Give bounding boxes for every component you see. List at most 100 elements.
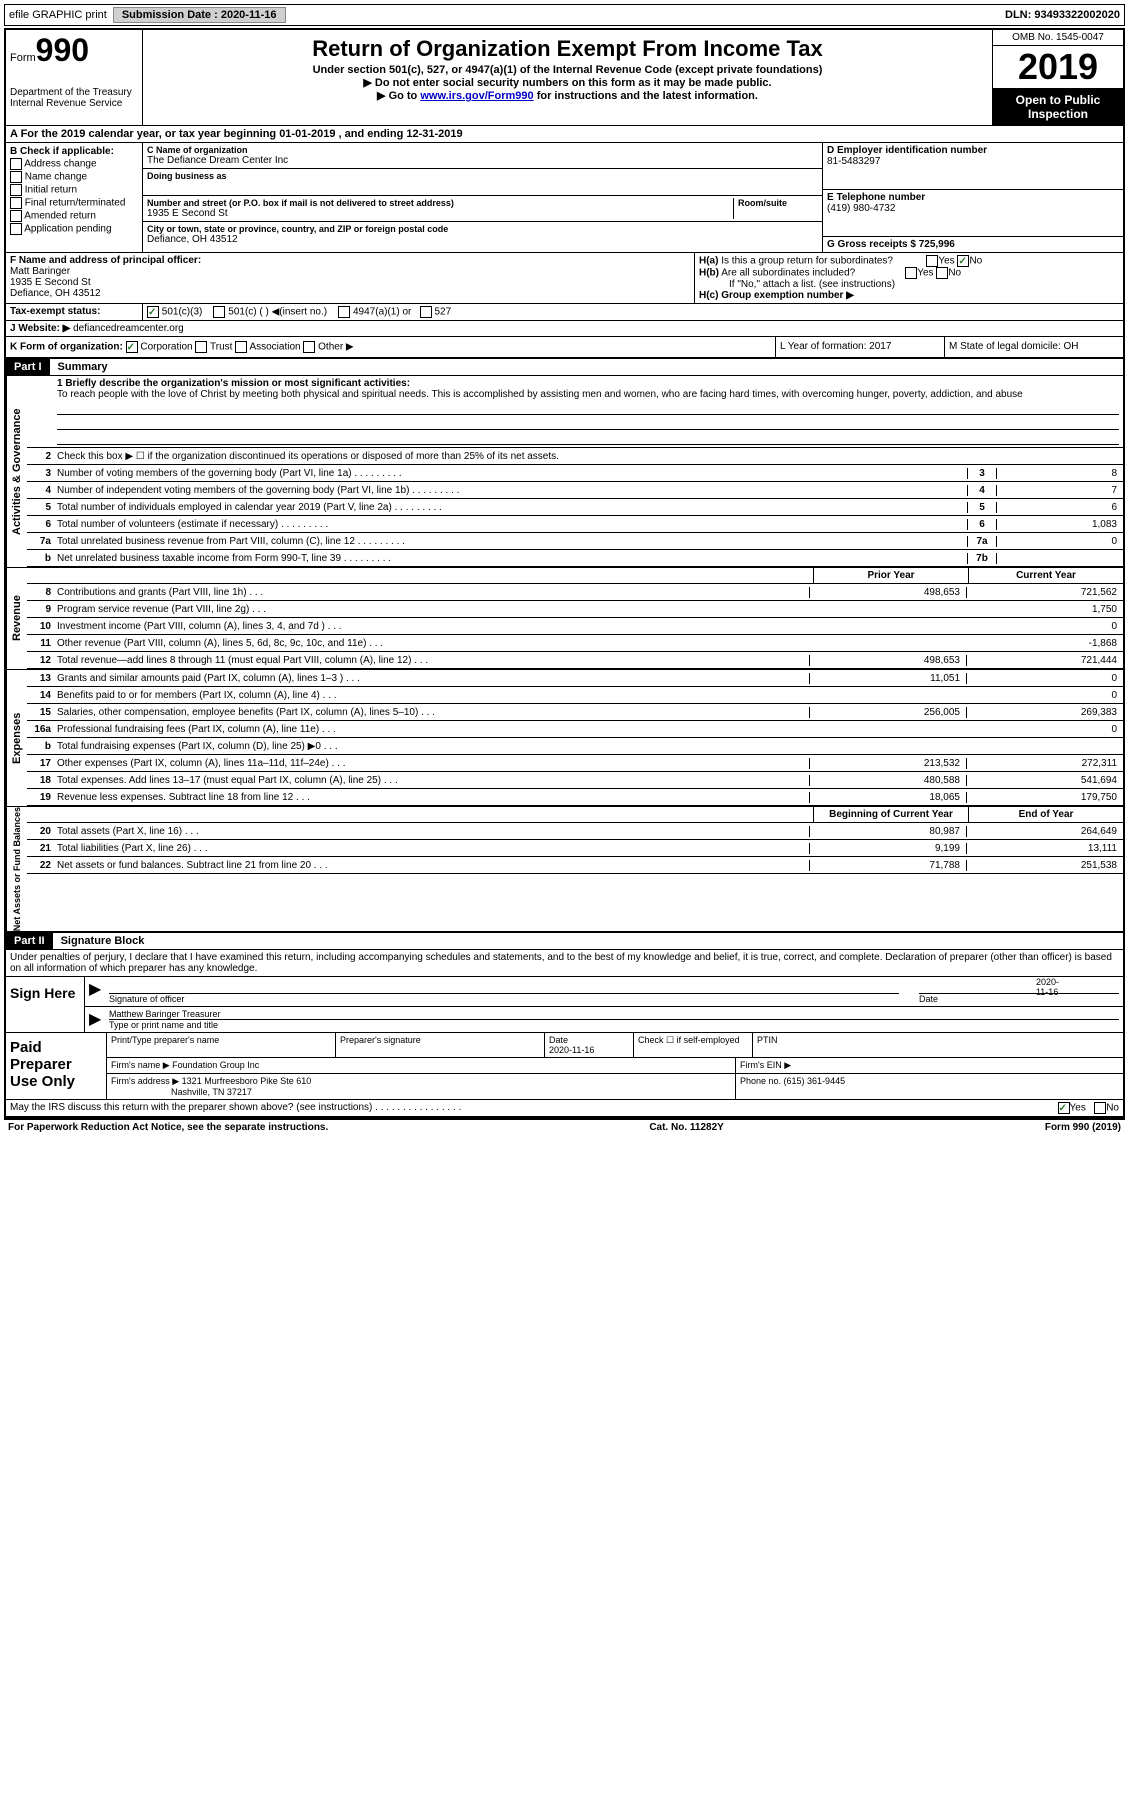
prior-year-header: Prior Year	[813, 568, 968, 583]
summary-line: bTotal fundraising expenses (Part IX, co…	[27, 738, 1123, 755]
officer-addr2: Defiance, OH 43512	[10, 288, 690, 299]
submission-date-button[interactable]: Submission Date : 2020-11-16	[113, 7, 286, 23]
chk-discuss-yes[interactable]: ✓	[1058, 1102, 1070, 1114]
website-value: defiancedreamcenter.org	[73, 323, 184, 334]
part-ii-badge: Part II	[6, 933, 53, 949]
chk-name-change[interactable]: Name change	[10, 171, 138, 183]
form-header: Form990 Department of the Treasury Inter…	[6, 30, 1123, 126]
tax-year: 2019	[993, 46, 1123, 89]
officer-info: F Name and address of principal officer:…	[6, 253, 695, 303]
governance-section: Activities & Governance 1 Briefly descri…	[6, 376, 1123, 568]
form-990-box: Form990 Department of the Treasury Inter…	[6, 30, 143, 125]
firm-addr-cell: Firm's address ▶ 1321 Murfreesboro Pike …	[107, 1074, 736, 1099]
expenses-section: Expenses 13Grants and similar amounts pa…	[6, 670, 1123, 807]
chk-4947[interactable]	[338, 306, 350, 318]
ptin-label: PTIN	[753, 1033, 1123, 1057]
dept-irs: Internal Revenue Service	[10, 98, 138, 109]
gross-receipts: G Gross receipts $ 725,996	[827, 239, 1119, 250]
goto-line: ▶ Go to www.irs.gov/Form990 for instruct…	[147, 89, 988, 102]
discuss-yes-no: ✓Yes No	[1058, 1102, 1119, 1114]
form990-link[interactable]: www.irs.gov/Form990	[420, 90, 533, 102]
form-container: Form990 Department of the Treasury Inter…	[4, 28, 1125, 1120]
summary-line: 9Program service revenue (Part VIII, lin…	[27, 601, 1123, 618]
prep-date-cell: Date2020-11-16	[545, 1033, 634, 1057]
h-b-line: H(b) Are all subordinates included? Yes …	[699, 267, 1119, 279]
omb-number: OMB No. 1545-0047	[993, 30, 1123, 46]
declaration-text: Under penalties of perjury, I declare th…	[6, 950, 1123, 976]
summary-line: 10Investment income (Part VIII, column (…	[27, 618, 1123, 635]
boy-header: Beginning of Current Year	[813, 807, 968, 822]
prep-sig-label: Preparer's signature	[336, 1033, 545, 1057]
main-info-section: B Check if applicable: Address change Na…	[6, 143, 1123, 253]
summary-line: 14Benefits paid to or for members (Part …	[27, 687, 1123, 704]
summary-line: 17Other expenses (Part IX, column (A), l…	[27, 755, 1123, 772]
chk-discuss-no[interactable]	[1094, 1102, 1106, 1114]
firm-name-cell: Firm's name ▶ Foundation Group Inc	[107, 1058, 736, 1073]
chk-trust[interactable]	[195, 341, 207, 353]
sig-date: 2020-11-16	[1036, 977, 1059, 997]
chk-other[interactable]	[303, 341, 315, 353]
arrow-icon: ▶	[89, 1009, 109, 1030]
part-i-header-row: Part I Summary	[6, 359, 1123, 376]
dept-treasury: Department of the Treasury	[10, 87, 138, 98]
summary-line: 4Number of independent voting members of…	[27, 482, 1123, 499]
city-cell: City or town, state or province, country…	[143, 222, 822, 247]
summary-line: 5Total number of individuals employed in…	[27, 499, 1123, 516]
year-formation: L Year of formation: 2017	[775, 337, 944, 357]
expenses-label: Expenses	[6, 670, 27, 806]
prep-self-employed: Check ☐ if self-employed	[634, 1033, 753, 1057]
chk-501c3[interactable]: ✓	[147, 306, 159, 318]
form-word: Form	[10, 52, 36, 64]
row-i-tax-status: Tax-exempt status: ✓ 501(c)(3) 501(c) ( …	[6, 304, 1123, 321]
ein-value: 81-5483297	[827, 156, 1119, 167]
chk-501c[interactable]	[213, 306, 225, 318]
group-return-info: H(a) Is this a group return for subordin…	[695, 253, 1123, 303]
summary-line: 8Contributions and grants (Part VIII, li…	[27, 584, 1123, 601]
revenue-label: Revenue	[6, 568, 27, 669]
summary-line: 11Other revenue (Part VIII, column (A), …	[27, 635, 1123, 652]
discuss-text: May the IRS discuss this return with the…	[10, 1102, 1058, 1114]
inspection-box: Open to Public Inspection	[993, 89, 1123, 125]
row-f: F Name and address of principal officer:…	[6, 253, 1123, 304]
discuss-row: May the IRS discuss this return with the…	[6, 1100, 1123, 1118]
summary-line: 21Total liabilities (Part X, line 26) . …	[27, 840, 1123, 857]
header-right: OMB No. 1545-0047 2019 Open to Public In…	[992, 30, 1123, 125]
officer-printed-name: Matthew Baringer Treasurer	[109, 1009, 1119, 1020]
sign-here-row: Sign Here ▶ Signature of officer Date 20…	[6, 976, 1123, 1032]
summary-line: 20Total assets (Part X, line 16) . . .80…	[27, 823, 1123, 840]
summary-line: 3Number of voting members of the governi…	[27, 465, 1123, 482]
dba-cell: Doing business as	[143, 169, 822, 196]
col-c-org-info: C Name of organization The Defiance Drea…	[143, 143, 823, 252]
chk-address-change[interactable]: Address change	[10, 158, 138, 170]
chk-association[interactable]	[235, 341, 247, 353]
chk-initial-return[interactable]: Initial return	[10, 184, 138, 196]
summary-line: 19Revenue less expenses. Subtract line 1…	[27, 789, 1123, 806]
chk-final-return[interactable]: Final return/terminated	[10, 197, 138, 209]
firm-ein-label: Firm's EIN ▶	[736, 1058, 1123, 1073]
row-j-website: J Website: ▶ defiancedreamcenter.org	[6, 321, 1123, 337]
top-bar: efile GRAPHIC print Submission Date : 20…	[4, 4, 1125, 26]
tax-status-options: ✓ 501(c)(3) 501(c) ( ) ◀(insert no.) 494…	[143, 304, 455, 320]
h-b-note: If "No," attach a list. (see instruction…	[699, 279, 1119, 290]
part-ii-header-row: Part II Signature Block	[6, 933, 1123, 950]
form-of-org: K Form of organization: ✓ Corporation Tr…	[6, 337, 775, 357]
part-i-title: Summary	[50, 359, 116, 375]
governance-label: Activities & Governance	[6, 376, 27, 567]
officer-name: Matt Baringer	[10, 266, 690, 277]
chk-amended[interactable]: Amended return	[10, 210, 138, 222]
chk-application-pending[interactable]: Application pending	[10, 223, 138, 235]
col-d-right: D Employer identification number 81-5483…	[823, 143, 1123, 252]
summary-line: 12Total revenue—add lines 8 through 11 (…	[27, 652, 1123, 669]
chk-corporation[interactable]: ✓	[126, 341, 138, 353]
org-name: The Defiance Dream Center Inc	[147, 155, 818, 166]
col-b-title: B Check if applicable:	[10, 146, 138, 157]
sign-here-label: Sign Here	[6, 977, 85, 1032]
dln-label: DLN: 93493322002020	[1005, 9, 1120, 21]
phone-value: (419) 980-4732	[827, 203, 1119, 214]
prep-name-label: Print/Type preparer's name	[107, 1033, 336, 1057]
line-2-desc: Check this box ▶ ☐ if the organization d…	[57, 450, 1123, 463]
summary-line: 18Total expenses. Add lines 13–17 (must …	[27, 772, 1123, 789]
summary-line: 7aTotal unrelated business revenue from …	[27, 533, 1123, 550]
chk-527[interactable]	[420, 306, 432, 318]
paid-preparer-row: Paid Preparer Use Only Print/Type prepar…	[6, 1032, 1123, 1100]
